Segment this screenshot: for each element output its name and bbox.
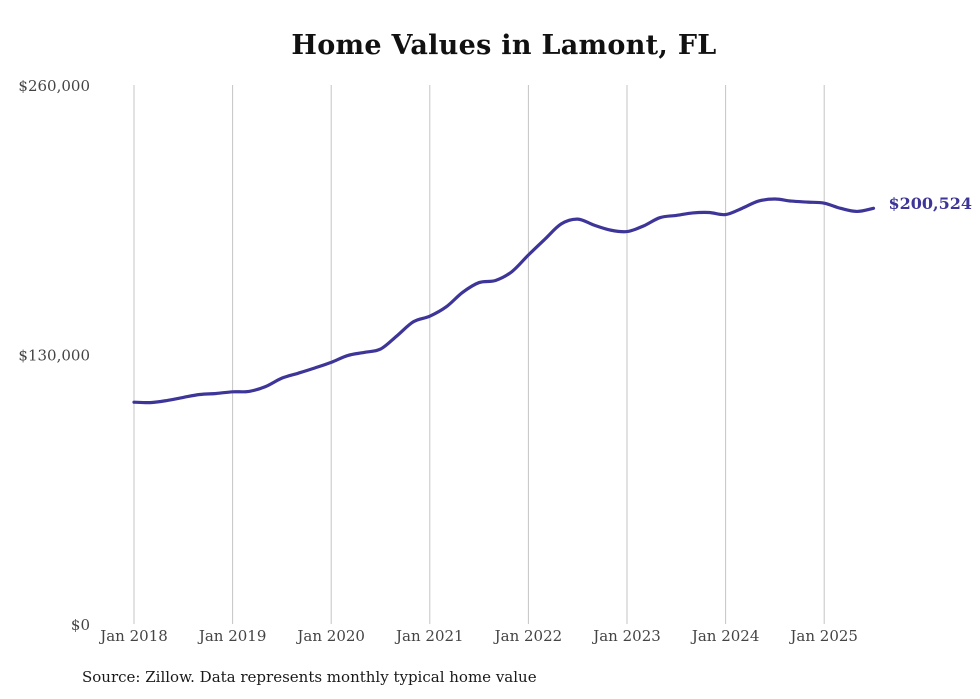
series-line-home-value [132, 197, 876, 405]
end-value-label: $200,524 [889, 194, 973, 213]
x-tick-label: Jan 2023 [591, 627, 661, 645]
chart-title: Home Values in Lamont, FL [291, 30, 717, 61]
y-tick-label: $130,000 [18, 347, 90, 365]
x-tick-label: Jan 2022 [493, 627, 563, 645]
x-tick-label: Jan 2025 [788, 627, 858, 645]
x-axis-ticks: Jan 2018 Jan 2019 Jan 2020 Jan 2021 Jan 2022… [98, 627, 858, 645]
y-tick-label: $0 [71, 616, 90, 634]
gridlines [133, 85, 825, 624]
label-layer: $200,524 [889, 194, 973, 213]
x-tick-label: Jan 2021 [394, 627, 464, 645]
x-tick-label: Jan 2024 [690, 627, 760, 645]
x-tick-label: Jan 2019 [197, 627, 267, 645]
series-layer [132, 197, 876, 405]
x-tick-label: Jan 2020 [295, 627, 365, 645]
x-tick-label: Jan 2018 [98, 627, 168, 645]
y-tick-label: $260,000 [18, 77, 90, 95]
y-axis-ticks: $0 $130,000 $260,000 [18, 77, 90, 634]
source-note: Source: Zillow. Data represents monthly … [82, 668, 537, 686]
